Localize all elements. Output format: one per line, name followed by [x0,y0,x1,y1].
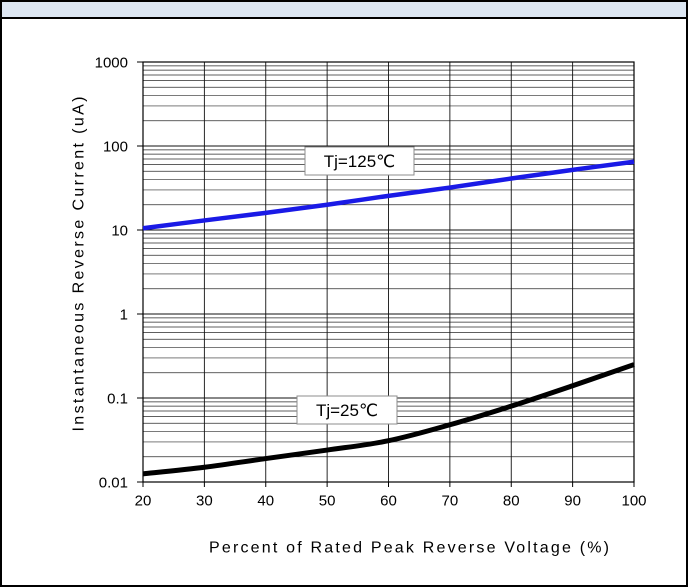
x-tick-label: 70 [442,493,459,510]
data-point-tj-125 [571,168,575,172]
series-label-tj-25: Tj=25℃ [296,395,398,425]
y-tick-label: 100 [103,139,128,156]
y-tick-label: 0.1 [107,391,128,408]
x-tick-label: 60 [380,493,397,510]
x-tick-label: 100 [621,493,646,510]
series-label-tj-125: Tj=125℃ [304,146,415,176]
series-label-text: Tj=25℃ [316,401,378,420]
data-point-tj-125 [202,218,206,222]
x-axis-label: Percent of Rated Peak Reverse Voltage (%… [209,540,609,557]
series-line-tj-25 [142,362,635,477]
panel-header-band [1,1,687,18]
data-point-tj-25 [632,363,636,367]
data-point-tj-25 [571,384,575,388]
x-tick-label: 90 [564,493,581,510]
data-point-tj-25 [509,404,513,408]
data-point-tj-25 [325,448,329,452]
data-point-tj-125 [325,203,329,207]
data-point-tj-125 [264,211,268,215]
x-tick-label: 50 [319,493,336,510]
y-tick-label: 1000 [95,55,128,72]
axis-ticks [137,61,635,487]
data-point-tj-125 [448,186,452,190]
y-axis-label: Instantaneous Reverse Current (uA) [71,96,88,431]
data-point-tj-25 [387,439,391,443]
data-point-tj-125 [387,194,391,198]
series-label-text: Tj=125℃ [324,152,396,171]
data-point-tj-25 [264,457,268,461]
series-label-box [296,395,398,425]
data-point-tj-125 [632,160,636,164]
x-axis-tick-labels: 20 30 40 50 60 70 80 90 100 [135,493,647,510]
y-axis-tick-labels: 0.01 0.1 1 10 100 1000 [95,55,128,492]
x-tick-label: 30 [196,493,213,510]
y-tick-label: 1 [120,307,128,324]
y-tick-label: 0.01 [99,475,128,492]
x-tick-label: 20 [135,493,152,510]
y-tick-label: 10 [111,223,128,240]
x-tick-label: 40 [257,493,274,510]
series-line-tj-125 [142,159,635,231]
data-point-tj-25 [448,423,452,427]
data-point-tj-25 [202,465,206,469]
series-label-box [304,146,415,176]
data-point-tj-125 [141,226,145,230]
x-tick-label: 80 [503,493,520,510]
data-point-tj-25 [141,472,145,476]
series-lines [141,159,636,477]
data-point-tj-125 [509,177,513,181]
